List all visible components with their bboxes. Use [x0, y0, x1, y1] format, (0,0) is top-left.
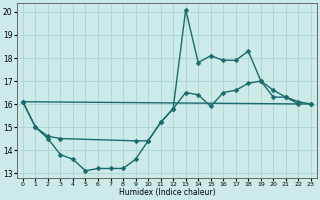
X-axis label: Humidex (Indice chaleur): Humidex (Indice chaleur) [119, 188, 215, 197]
